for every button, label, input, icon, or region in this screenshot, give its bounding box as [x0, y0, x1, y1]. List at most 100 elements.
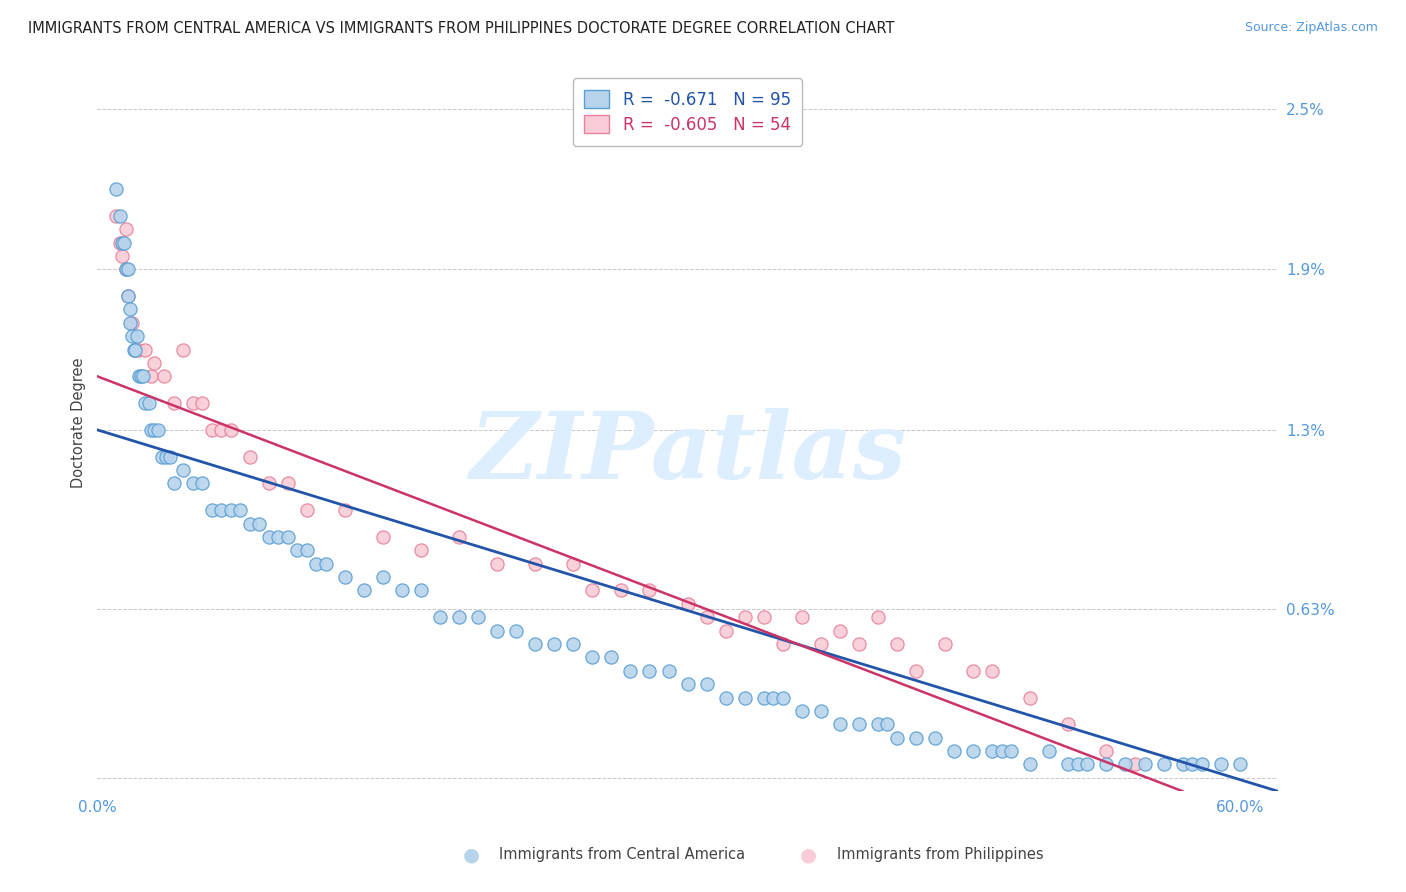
Point: [159, 450, 181, 464]
Point: [122, 343, 145, 357]
Point: [105, 182, 128, 196]
Point: [619, 664, 641, 678]
Point: [115, 262, 138, 277]
Point: [108, 209, 131, 223]
Point: [562, 557, 585, 571]
Point: [129, 369, 152, 384]
Point: [219, 423, 242, 437]
Point: [139, 369, 162, 384]
Point: [1171, 757, 1194, 772]
Point: [108, 235, 131, 250]
Point: [696, 677, 718, 691]
Point: [734, 690, 756, 705]
Point: [1076, 757, 1098, 772]
Point: [876, 717, 898, 731]
Point: [132, 369, 155, 384]
Point: [138, 396, 160, 410]
Point: [905, 664, 928, 678]
Point: [1191, 757, 1213, 772]
Point: [150, 450, 173, 464]
Point: [209, 503, 232, 517]
Point: [962, 744, 984, 758]
Point: [638, 664, 661, 678]
Text: Immigrants from Philippines: Immigrants from Philippines: [837, 847, 1043, 862]
Point: [134, 343, 156, 357]
Point: [117, 262, 139, 277]
Point: [1000, 744, 1022, 758]
Point: [790, 610, 813, 624]
Point: [486, 624, 509, 638]
Point: [990, 744, 1012, 758]
Point: [124, 343, 146, 357]
Point: [191, 476, 214, 491]
Point: [128, 343, 150, 357]
Point: [772, 637, 794, 651]
Point: [117, 289, 139, 303]
Point: [790, 704, 813, 718]
Point: [752, 690, 775, 705]
Point: [1095, 744, 1118, 758]
Point: [714, 624, 737, 638]
Point: [866, 717, 889, 731]
Point: [1123, 757, 1146, 772]
Text: Immigrants from Central America: Immigrants from Central America: [499, 847, 745, 862]
Point: [486, 557, 509, 571]
Point: [134, 396, 156, 410]
Point: [848, 637, 870, 651]
Point: [905, 731, 928, 745]
Point: [505, 624, 527, 638]
Point: [257, 530, 280, 544]
Point: [581, 650, 603, 665]
Point: [127, 329, 149, 343]
Point: [115, 222, 138, 236]
Point: [696, 610, 718, 624]
Point: [1133, 757, 1156, 772]
Point: [1019, 757, 1042, 772]
Point: [810, 704, 832, 718]
Point: [828, 624, 851, 638]
Point: [121, 316, 143, 330]
Point: [172, 343, 194, 357]
Point: [105, 209, 128, 223]
Text: Source: ZipAtlas.com: Source: ZipAtlas.com: [1244, 21, 1378, 34]
Point: [277, 476, 299, 491]
Point: [429, 610, 451, 624]
Point: [714, 690, 737, 705]
Point: [762, 690, 785, 705]
Point: [247, 516, 270, 531]
Point: [115, 262, 138, 277]
Y-axis label: Doctorate Degree: Doctorate Degree: [72, 358, 86, 489]
Point: [257, 476, 280, 491]
Point: [981, 664, 1004, 678]
Point: [118, 302, 141, 317]
Point: [734, 610, 756, 624]
Point: [124, 343, 146, 357]
Point: [1114, 757, 1136, 772]
Point: [191, 396, 214, 410]
Point: [676, 677, 699, 691]
Point: [239, 450, 262, 464]
Point: [467, 610, 489, 624]
Point: [371, 530, 394, 544]
Point: [543, 637, 565, 651]
Point: [676, 597, 699, 611]
Point: [209, 423, 232, 437]
Point: [524, 557, 547, 571]
Point: [524, 637, 547, 651]
Point: [1209, 757, 1232, 772]
Point: [118, 316, 141, 330]
Point: [128, 369, 150, 384]
Point: [285, 543, 308, 558]
Point: [866, 610, 889, 624]
Point: [219, 503, 242, 517]
Point: [112, 235, 135, 250]
Point: [111, 235, 134, 250]
Point: [143, 356, 166, 370]
Point: [1153, 757, 1175, 772]
Point: [200, 423, 222, 437]
Point: [181, 396, 204, 410]
Point: [111, 249, 134, 263]
Point: [409, 583, 432, 598]
Point: [581, 583, 603, 598]
Point: [810, 637, 832, 651]
